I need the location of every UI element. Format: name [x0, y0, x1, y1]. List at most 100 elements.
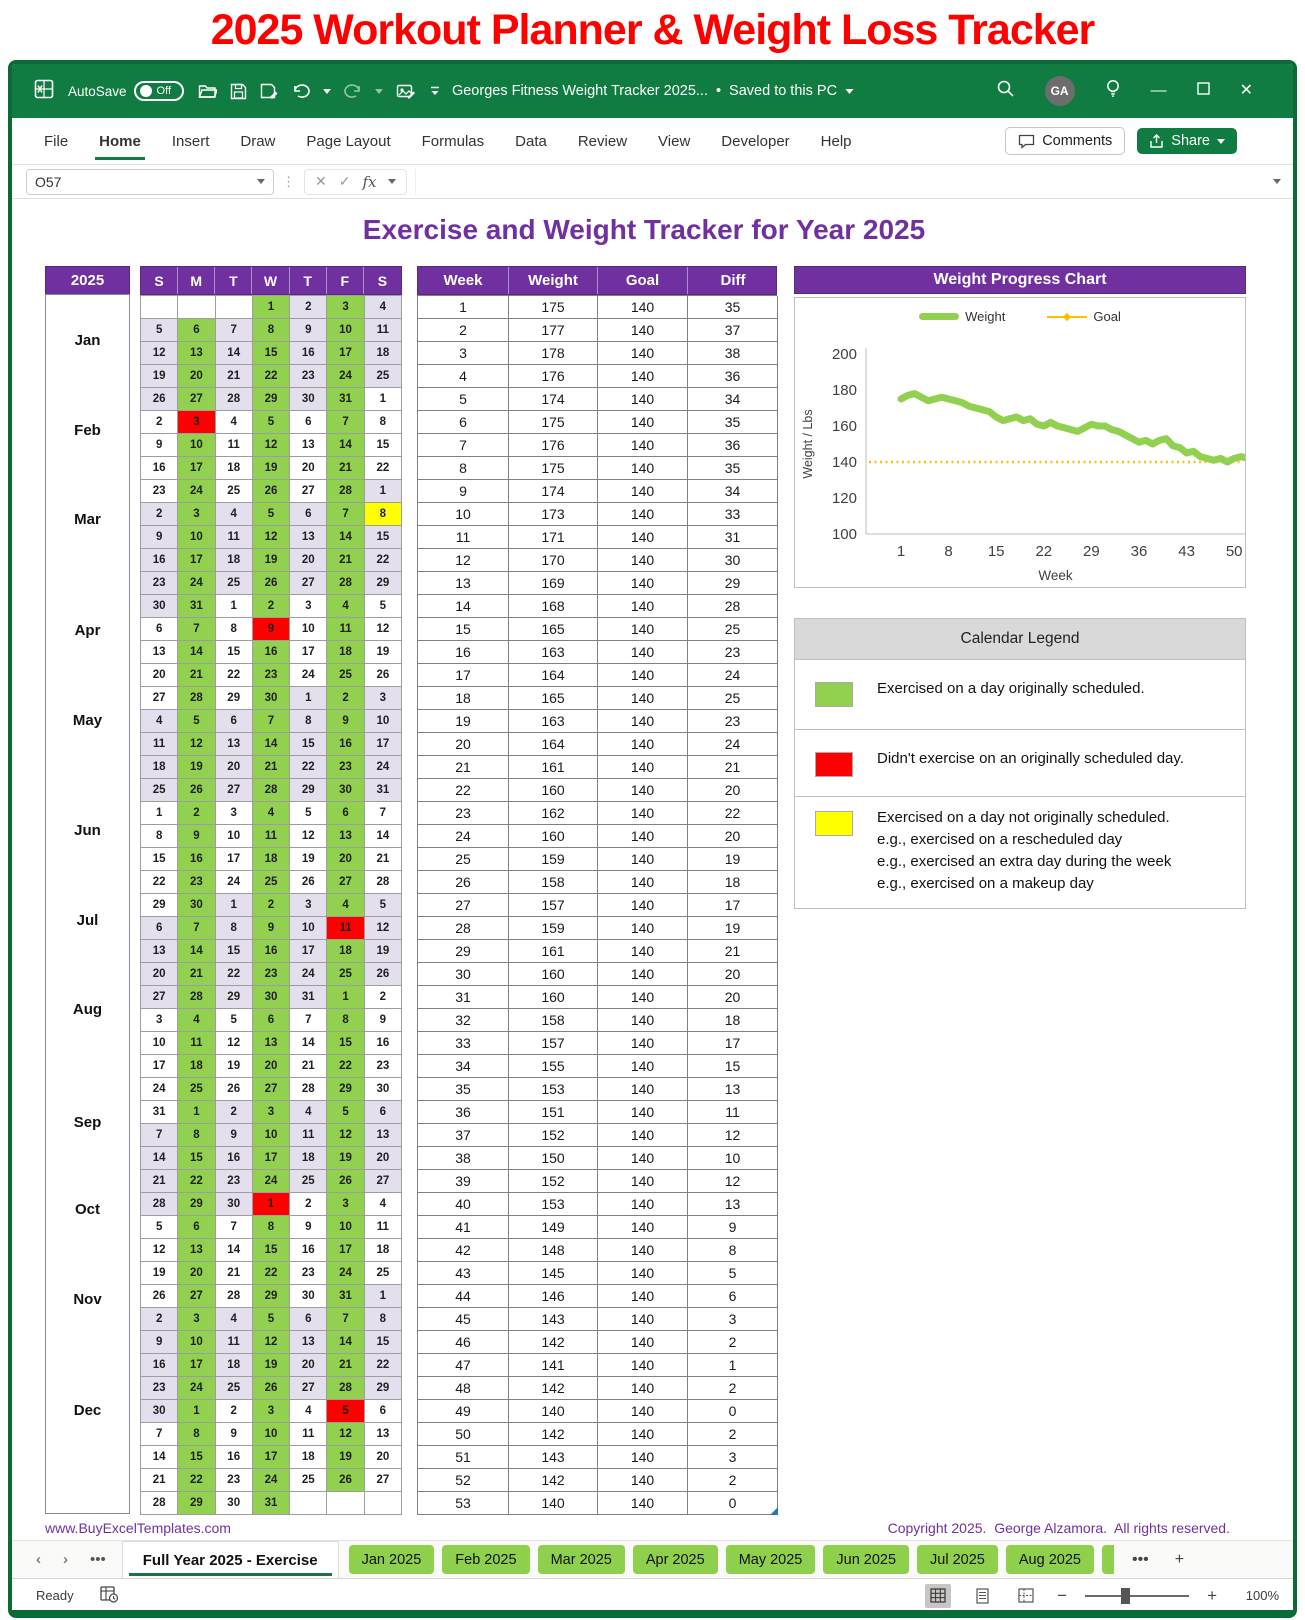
week-table-cell[interactable]: 53 [418, 1492, 509, 1515]
calendar-day-cell[interactable]: 12 [327, 1423, 365, 1446]
calendar-day-cell[interactable]: 17 [364, 733, 402, 756]
calendar-day-cell[interactable]: 8 [364, 503, 402, 526]
week-table-cell[interactable]: 142 [509, 1331, 598, 1354]
calendar-day-cell[interactable]: 9 [327, 710, 365, 733]
calendar-day-cell[interactable]: 18 [215, 1354, 253, 1377]
calendar-day-cell[interactable]: 3 [327, 1193, 365, 1216]
week-table-cell[interactable]: 140 [598, 1009, 688, 1032]
calendar-day-cell[interactable]: 10 [252, 1423, 291, 1446]
calendar-day-cell[interactable] [364, 1492, 402, 1515]
week-table-cell[interactable]: 5 [418, 388, 509, 411]
calendar-day-cell[interactable]: 17 [327, 342, 365, 365]
week-table-cell[interactable]: 14 [418, 595, 509, 618]
calendar-day-cell[interactable]: 10 [178, 434, 216, 457]
calendar-day-cell[interactable]: 12 [252, 1331, 291, 1354]
week-table-cell[interactable]: 49 [418, 1400, 509, 1423]
calendar-day-cell[interactable]: 4 [215, 411, 253, 434]
zoom-out-button[interactable]: − [1057, 1585, 1068, 1605]
calendar-day-cell[interactable]: 25 [327, 963, 365, 986]
calendar-day-cell[interactable]: 30 [215, 1193, 253, 1216]
week-table-cell[interactable]: 165 [509, 618, 598, 641]
calendar-day-cell[interactable]: 19 [252, 457, 291, 480]
week-table-cell[interactable]: 21 [688, 940, 778, 963]
week-table-cell[interactable]: 140 [598, 1216, 688, 1239]
calendar-day-cell[interactable]: 25 [215, 572, 253, 595]
more-sheets-icon[interactable]: ••• [1131, 1550, 1149, 1568]
calendar-day-cell[interactable]: 19 [364, 940, 402, 963]
week-table-cell[interactable]: 20 [688, 779, 778, 802]
calendar-day-cell[interactable]: 21 [290, 1055, 328, 1078]
calendar-day-cell[interactable]: 20 [290, 457, 328, 480]
search-icon[interactable] [996, 79, 1015, 103]
week-table-cell[interactable]: 30 [688, 549, 778, 572]
week-table-cell[interactable]: 25 [688, 687, 778, 710]
calendar-day-cell[interactable]: 23 [290, 1262, 328, 1285]
week-table-cell[interactable]: 19 [688, 848, 778, 871]
calendar-day-cell[interactable]: 11 [178, 1032, 216, 1055]
calendar-day-cell[interactable]: 28 [141, 1492, 179, 1515]
week-table-cell[interactable]: 176 [509, 365, 598, 388]
calendar-day-cell[interactable]: 5 [215, 1009, 253, 1032]
calendar-day-cell[interactable]: 23 [252, 963, 291, 986]
week-table-cell[interactable]: 140 [598, 963, 688, 986]
calendar-day-cell[interactable]: 27 [290, 480, 328, 503]
calendar-day-cell[interactable]: 1 [364, 388, 402, 411]
calendar-day-cell[interactable]: 15 [327, 1032, 365, 1055]
calendar-day-cell[interactable]: 30 [252, 986, 291, 1009]
normal-view-icon[interactable] [925, 1583, 952, 1608]
saved-status-dropdown-icon[interactable] [845, 88, 854, 94]
week-table-cell[interactable]: 168 [509, 595, 598, 618]
week-table-cell[interactable]: 140 [598, 411, 688, 434]
week-table-cell[interactable]: 20 [688, 963, 778, 986]
calendar-day-cell[interactable]: 16 [178, 848, 216, 871]
sheet-tab-jan-2025[interactable]: Jan 2025 [348, 1545, 435, 1574]
week-table-cell[interactable]: 13 [418, 572, 509, 595]
maximize-button[interactable] [1196, 82, 1210, 100]
share-button[interactable]: Share [1137, 128, 1237, 154]
calendar-day-cell[interactable]: 26 [178, 779, 216, 802]
week-table-cell[interactable]: 34 [418, 1055, 509, 1078]
week-table-cell[interactable]: 175 [509, 457, 598, 480]
calendar-day-cell[interactable]: 21 [327, 457, 365, 480]
week-table-cell[interactable]: 140 [598, 1331, 688, 1354]
week-table-cell[interactable]: 152 [509, 1124, 598, 1147]
calendar-day-cell[interactable]: 25 [215, 480, 253, 503]
week-table-cell[interactable]: 1 [418, 296, 509, 319]
calendar-day-cell[interactable]: 12 [252, 434, 291, 457]
calendar-day-cell[interactable]: 23 [215, 1469, 253, 1492]
week-table-cell[interactable]: 0 [688, 1400, 778, 1423]
week-table-cell[interactable]: 140 [598, 1124, 688, 1147]
calendar-day-cell[interactable]: 27 [141, 986, 179, 1009]
week-table-cell[interactable]: 164 [509, 664, 598, 687]
calendar-day-cell[interactable]: 7 [327, 411, 365, 434]
calendar-day-cell[interactable]: 24 [141, 1078, 179, 1101]
week-table-cell[interactable]: 140 [598, 1055, 688, 1078]
week-table-cell[interactable]: 34 [688, 388, 778, 411]
calendar-day-cell[interactable]: 20 [178, 1262, 216, 1285]
calendar-day-cell[interactable]: 2 [178, 802, 216, 825]
calendar-day-cell[interactable]: 30 [141, 595, 179, 618]
week-table-cell[interactable]: 140 [598, 549, 688, 572]
week-table-cell[interactable]: 158 [509, 1009, 598, 1032]
week-table-cell[interactable]: 18 [418, 687, 509, 710]
calendar-day-cell[interactable] [327, 1492, 365, 1515]
calendar-day-cell[interactable]: 25 [252, 871, 291, 894]
calendar-day-cell[interactable]: 6 [290, 503, 328, 526]
calendar-day-cell[interactable]: 28 [178, 687, 216, 710]
calendar-day-cell[interactable]: 12 [141, 1239, 179, 1262]
week-table-cell[interactable]: 140 [598, 296, 688, 319]
calendar-day-cell[interactable]: 6 [327, 802, 365, 825]
calendar-day-cell[interactable]: 12 [327, 1124, 365, 1147]
week-table-cell[interactable]: 8 [688, 1239, 778, 1262]
week-table-cell[interactable]: 37 [688, 319, 778, 342]
calendar-day-cell[interactable]: 31 [290, 986, 328, 1009]
calendar-day-cell[interactable]: 24 [178, 1377, 216, 1400]
sheet-tab-active[interactable]: Full Year 2025 - Exercise [121, 1540, 339, 1579]
calendar-day-cell[interactable]: 8 [364, 1308, 402, 1331]
calendar-day-cell[interactable]: 6 [364, 1400, 402, 1423]
calendar-day-cell[interactable]: 18 [141, 756, 179, 779]
week-table-cell[interactable]: 176 [509, 434, 598, 457]
week-table-cell[interactable]: 26 [418, 871, 509, 894]
calendar-day-cell[interactable]: 30 [178, 894, 216, 917]
week-table-cell[interactable]: 28 [418, 917, 509, 940]
